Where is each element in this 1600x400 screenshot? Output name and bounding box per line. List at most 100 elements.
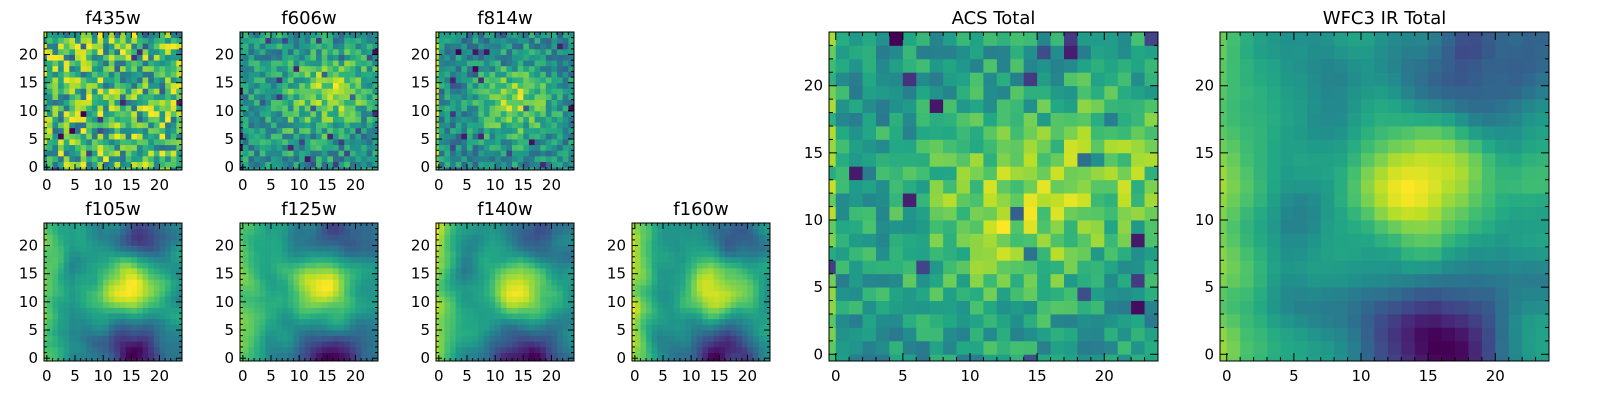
heatmap-cell: [142, 234, 149, 241]
heatmap-cell: [332, 133, 339, 140]
heatmap-cell: [455, 155, 462, 162]
heatmap-cell: [478, 330, 485, 337]
heatmap-cell: [355, 341, 362, 348]
heatmap-cell: [159, 352, 166, 359]
heatmap-cell: [512, 110, 519, 117]
heatmap-cell: [523, 307, 530, 314]
heatmap-cell: [517, 307, 524, 314]
heatmap-cell: [136, 318, 143, 325]
heatmap-cell: [478, 296, 485, 303]
heatmap-cell: [483, 82, 490, 89]
heatmap-cell: [108, 346, 115, 353]
heatmap-cell: [679, 256, 686, 263]
heatmap-cell: [316, 167, 323, 171]
heatmap-cell: [444, 341, 451, 348]
heatmap-cell: [349, 122, 356, 129]
heatmap-cell: [450, 77, 457, 84]
heatmap-cell: [44, 313, 48, 320]
heatmap-cell: [108, 37, 115, 44]
heatmap-cell: [483, 127, 490, 134]
heatmap-cell: [545, 290, 552, 297]
heatmap-cell: [438, 127, 445, 134]
heatmap-cell: [242, 318, 249, 325]
heatmap-cell: [478, 71, 485, 78]
heatmap-cell: [500, 341, 507, 348]
heatmap-cell: [270, 54, 278, 61]
heatmap-cell: [983, 327, 998, 342]
heatmap-cell: [1131, 314, 1145, 328]
heatmap-cell: [461, 239, 468, 246]
heatmap-cell: [436, 82, 440, 89]
heatmap-cell: [450, 65, 457, 72]
heatmap-cell: [248, 48, 255, 55]
heatmap-cell: [46, 43, 53, 50]
heatmap-cell: [1117, 340, 1132, 355]
heatmap-cell: [131, 245, 138, 252]
heatmap-cell: [58, 223, 65, 230]
heatmap-cell: [125, 65, 132, 72]
heatmap-cell: [478, 268, 485, 275]
heatmap-cell: [58, 341, 65, 348]
heatmap-cell: [545, 273, 552, 280]
heatmap-cell: [455, 284, 462, 291]
heatmap-cell: [438, 273, 445, 280]
heatmap-cell: [691, 330, 698, 337]
heatmap-cell: [366, 341, 373, 348]
heatmap-cell: [103, 127, 110, 134]
heatmap-cell: [265, 161, 272, 168]
heatmap-cell: [86, 122, 93, 129]
heatmap-cell: [512, 139, 519, 146]
heatmap-cell: [534, 330, 541, 337]
heatmap-cell: [69, 155, 76, 162]
heatmap-cell: [500, 335, 507, 342]
heatmap-cell: [355, 330, 362, 337]
heatmap-cell: [349, 290, 356, 297]
heatmap-cell: [259, 155, 266, 162]
heatmap-cell: [557, 60, 564, 67]
heatmap-cell: [265, 234, 272, 241]
heatmap-cell: [63, 144, 70, 151]
heatmap-cell: [764, 346, 771, 353]
x-tick-label: 0: [630, 367, 640, 385]
heatmap-cell: [495, 228, 502, 235]
heatmap-cell: [125, 133, 132, 140]
heatmap-cell: [69, 139, 76, 146]
heatmap-cell: [74, 228, 82, 235]
heatmap-cell: [80, 43, 87, 50]
heatmap-cell: [970, 206, 984, 221]
heatmap-cell: [551, 341, 558, 348]
heatmap-cell: [540, 116, 547, 123]
heatmap-cell: [148, 167, 155, 171]
heatmap-cell: [719, 313, 726, 320]
heatmap-cell: [534, 139, 541, 146]
heatmap-cell: [153, 133, 160, 140]
heatmap-cell: [265, 358, 272, 362]
heatmap-cell: [80, 71, 87, 78]
heatmap-cell: [523, 341, 530, 348]
heatmap-cell: [562, 139, 569, 146]
heatmap-cell: [69, 71, 76, 78]
heatmap-cell: [668, 301, 675, 308]
heatmap-cell: [46, 335, 53, 342]
heatmap-cell: [282, 324, 289, 331]
heatmap-cell: [327, 358, 334, 362]
heatmap-cell: [500, 268, 507, 275]
heatmap-cell: [708, 324, 715, 331]
y-tick-label: 10: [19, 293, 38, 311]
heatmap-cell: [1010, 139, 1025, 154]
heatmap-cell: [929, 193, 944, 207]
heatmap-cell: [764, 313, 771, 320]
plot-frame: [239, 222, 379, 362]
heatmap-cell: [632, 223, 636, 230]
heatmap-cell: [170, 32, 177, 39]
heatmap-cell: [372, 296, 379, 303]
heatmap-cell: [506, 245, 513, 252]
heatmap-cell: [344, 155, 351, 162]
heatmap-cell: [438, 60, 445, 67]
heatmap-cell: [338, 290, 345, 297]
heatmap-cell: [74, 150, 82, 157]
heatmap-cell: [80, 167, 87, 171]
heatmap-cell: [355, 352, 362, 359]
heatmap-cell: [254, 301, 261, 308]
